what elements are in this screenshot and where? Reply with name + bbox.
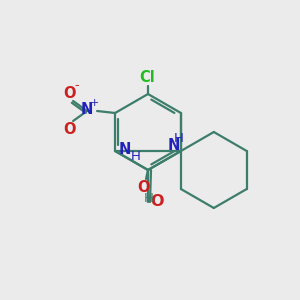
Text: Cl: Cl: [139, 70, 155, 86]
Text: O: O: [63, 122, 75, 137]
Text: -: -: [75, 80, 79, 92]
Text: H: H: [144, 191, 154, 205]
Text: O: O: [63, 85, 75, 100]
Text: +: +: [89, 98, 99, 108]
Text: N: N: [81, 103, 93, 118]
Text: O: O: [150, 194, 164, 209]
Text: H: H: [131, 151, 141, 164]
Text: H: H: [174, 131, 184, 145]
Text: N: N: [119, 142, 131, 158]
Text: O: O: [138, 181, 150, 196]
Text: N: N: [168, 139, 180, 154]
